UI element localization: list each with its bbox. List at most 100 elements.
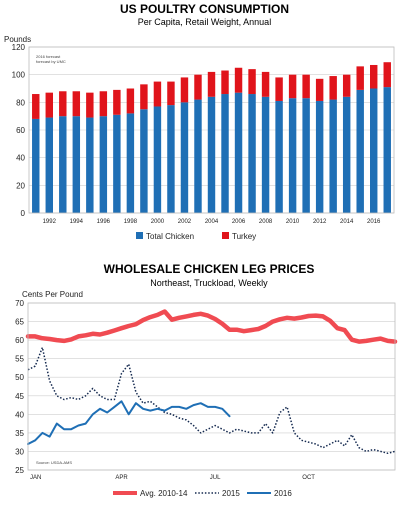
chart1-ylabel: Pounds [4,35,31,44]
chart2-source: Source: USDA-AMS [36,460,72,465]
chart1-note-line-1: 2016 forecast [36,54,61,59]
legend-label-2015: 2015 [222,489,240,498]
bar-total-chicken-1994 [72,116,81,213]
bar-total-chicken-2008 [261,96,270,213]
bar-total-chicken-1998 [126,113,135,213]
bar-turkey-2008 [261,71,270,97]
bar-turkey-2000 [153,81,162,107]
bar-turkey-2001 [167,81,175,106]
chart1-legend: Total Chicken Turkey [136,232,256,241]
bar-turkey-1996 [99,91,108,117]
chart1-x-tick-label: 1998 [124,219,138,225]
chart1-y-tick-label: 120 [12,43,26,52]
bar-turkey-2010 [288,74,297,99]
chart1-x-tick-label: 2016 [367,219,381,225]
chart1-x-tick-label: 1996 [97,219,111,225]
chart2-y-ticks: 25 30 35 40 45 50 55 60 65 70 [15,299,24,475]
chart1-x-tick-label: 1994 [70,219,84,225]
bar-turkey-1991 [32,94,40,119]
legend-swatch-turkey [222,232,229,239]
chart1-subtitle: Per Capita, Retail Weight, Annual [138,17,271,27]
bar-total-chicken-2005 [221,94,229,213]
chart2-x-tick-label: APR [115,475,128,481]
bar-total-chicken-1997 [113,114,121,213]
chart1-x-ticks: 1992 1994 1996 1998 2000 2002 2004 2006 2008 2010… [43,219,381,225]
chart2-y-tick-label: 30 [15,447,24,456]
bar-turkey-2014 [342,74,351,97]
chart1-y-tick-label: 100 [12,71,26,80]
chart2-x-tick-label: JAN [30,475,41,481]
bar-total-chicken-2004 [207,96,216,213]
chart1-y-tick-label: 80 [16,98,25,107]
bar-total-chicken-1993 [59,116,67,213]
poultry-consumption-chart: US POULTRY CONSUMPTION Per Capita, Retai… [4,2,395,241]
chart1-x-tick-label: 2006 [232,219,246,225]
chart2-legend: Avg. 2010-14 2015 2016 [113,489,292,498]
line-2015 [27,346,396,455]
chart2-ylabel: Cents Per Pound [22,290,83,299]
legend-label-2016: 2016 [274,489,292,498]
chart2-y-tick-label: 60 [15,336,24,345]
legend-label-turkey: Turkey [232,232,256,241]
bar-total-chicken-2016 [370,88,378,213]
bar-turkey-1995 [86,92,94,118]
chart2-title: WHOLESALE CHICKEN LEG PRICES [104,262,315,276]
bar-total-chicken-2011 [302,98,310,213]
bar-turkey-2002 [180,77,189,103]
chart2-x-tick-label: JUL [210,475,221,481]
bar-total-chicken-2010 [288,98,297,213]
bar-turkey-2017 [383,62,391,88]
chart2-x-ticks: JAN APR JUL OCT [30,475,315,481]
chart2-y-tick-label: 25 [15,466,24,475]
bar-total-chicken-2007 [248,94,256,213]
chart1-y-ticks: 0 20 40 60 80 100 120 [12,43,26,218]
chart1-y-tick-label: 60 [16,126,25,135]
bar-turkey-1992 [45,92,53,118]
bar-total-chicken-1991 [32,118,40,213]
chart1-bars [32,62,391,213]
chart2-y-tick-label: 65 [15,318,24,327]
bar-turkey-1994 [72,91,81,117]
chart2-lines [25,309,398,455]
chart1-title: US POULTRY CONSUMPTION [120,2,289,16]
bar-total-chicken-1992 [45,117,53,213]
chart2-subtitle: Northeast, Truckload, Weekly [150,278,268,288]
bar-turkey-2004 [207,71,216,97]
leg-prices-chart: WHOLESALE CHICKEN LEG PRICES Northeast, … [15,262,398,498]
line-2016 [27,400,231,445]
bar-turkey-2013 [329,76,337,100]
chart1-x-tick-label: 2002 [178,219,192,225]
chart1-y-tick-label: 0 [21,209,26,218]
bar-total-chicken-2001 [167,105,175,213]
bar-total-chicken-2006 [234,92,243,213]
chart2-y-tick-label: 40 [15,410,24,419]
legend-label-avg: Avg. 2010-14 [140,489,188,498]
chart1-x-tick-label: 2004 [205,219,219,225]
bar-turkey-2011 [302,74,310,99]
chart1-y-tick-label: 20 [16,181,25,190]
bar-turkey-1993 [59,91,67,117]
bar-total-chicken-2013 [329,99,337,213]
bar-total-chicken-1996 [99,116,108,213]
chart1-x-tick-label: 2008 [259,219,273,225]
bar-turkey-1999 [140,84,148,110]
chart1-y-tick-label: 40 [16,154,25,163]
chart1-x-tick-label: 2000 [151,219,165,225]
bar-turkey-2009 [275,77,283,101]
bar-total-chicken-2015 [356,89,364,213]
chart1-x-tick-label: 1992 [43,219,57,225]
bar-turkey-1997 [113,89,121,115]
bar-turkey-2003 [194,74,202,100]
chart1-x-tick-label: 2014 [340,219,354,225]
bar-total-chicken-2014 [342,96,351,213]
bar-total-chicken-2017 [383,87,391,213]
bar-total-chicken-1995 [86,117,94,213]
chart2-x-tick-label: OCT [302,475,315,481]
bar-turkey-2016 [370,64,378,89]
chart1-x-tick-label: 2012 [313,219,327,225]
bar-total-chicken-2002 [180,102,189,213]
bar-total-chicken-2009 [275,100,283,213]
chart1-note-line-2: forecast by UMC [36,59,66,64]
